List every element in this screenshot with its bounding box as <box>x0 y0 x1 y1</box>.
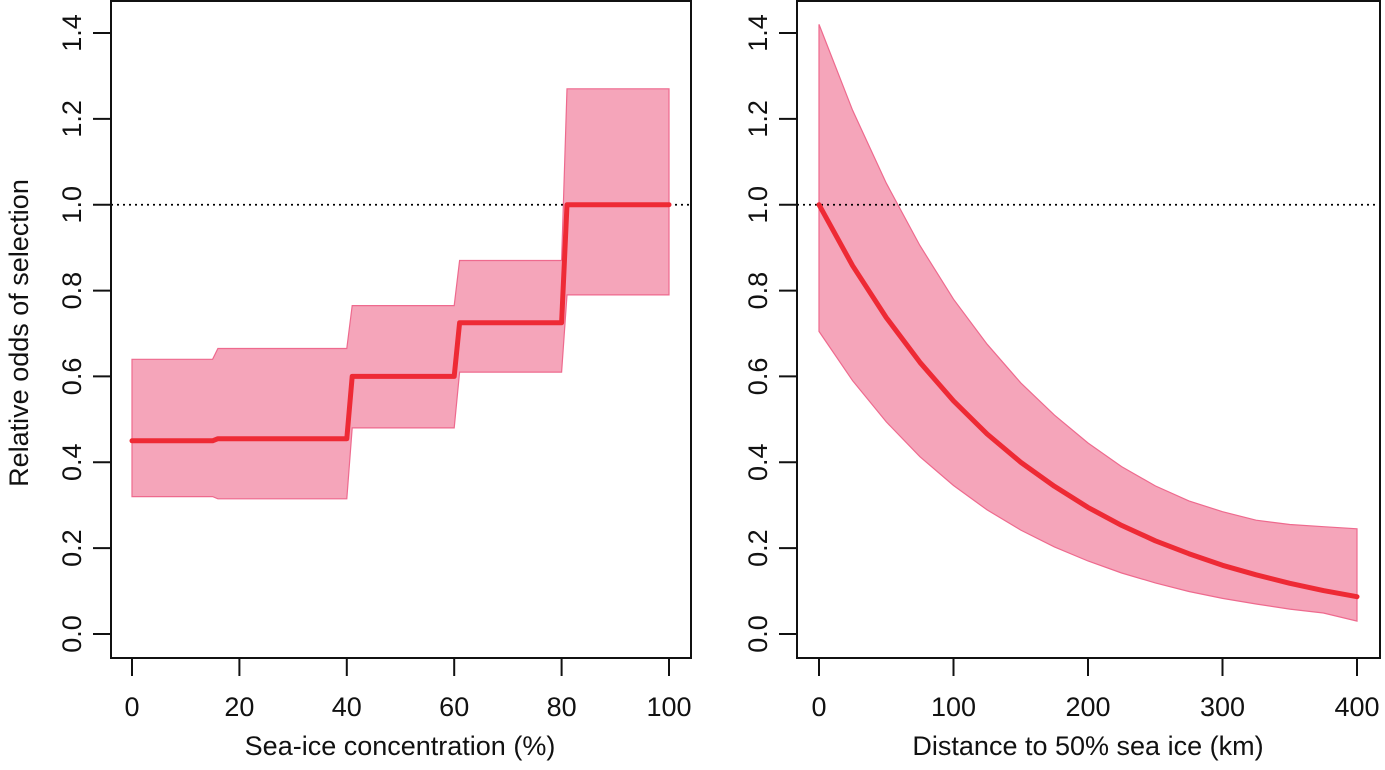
y-tick-label: 1.2 <box>743 100 773 138</box>
plot-frame <box>110 0 692 659</box>
y-tick-label: 0.4 <box>57 444 87 482</box>
y-tick-label: 1.4 <box>743 14 773 52</box>
panel-sea-ice-concentration: 0 20 40 60 80 100 0.0 0.2 0.4 0.6 0.8 1.0 1.2 1.4 Se… <box>4 0 692 761</box>
y-tick-label: 0.2 <box>743 529 773 567</box>
confidence-band <box>818 24 1358 622</box>
x-tick-label: 100 <box>931 692 976 722</box>
y-tick-label: 1.0 <box>743 186 773 224</box>
x-tick-label: 200 <box>1065 692 1110 722</box>
y-tick-label: 1.0 <box>57 186 87 224</box>
estimate-line <box>816 202 1360 600</box>
y-axis-label: Relative odds of selection <box>4 179 34 487</box>
estimate-line <box>129 202 672 444</box>
x-tick-label: 0 <box>124 692 139 722</box>
x-tick-label: 40 <box>332 692 362 722</box>
x-tick-label: 60 <box>439 692 469 722</box>
y-tick-label: 0.0 <box>57 615 87 653</box>
x-tick-label: 400 <box>1334 692 1379 722</box>
confidence-band <box>131 88 670 500</box>
x-axis-label: Sea-ice concentration (%) <box>245 731 556 761</box>
y-tick-label: 0.0 <box>743 615 773 653</box>
y-tick-label: 0.6 <box>743 358 773 396</box>
x-tick-label: 20 <box>224 692 254 722</box>
panel-distance-to-sea-ice: 0 100 200 300 400 0.0 0.2 0.4 0.6 0.8 1.0 1.2 1.4 D… <box>743 0 1381 761</box>
y-tick-label: 0.8 <box>743 272 773 310</box>
x-tick-label: 100 <box>646 692 691 722</box>
y-tick-label: 0.4 <box>743 444 773 482</box>
y-tick-label: 1.2 <box>57 100 87 138</box>
y-tick-label: 0.6 <box>57 358 87 396</box>
y-tick-label: 1.4 <box>57 14 87 52</box>
x-tick-label: 300 <box>1200 692 1245 722</box>
y-tick-label: 0.2 <box>57 529 87 567</box>
x-tick-label: 80 <box>547 692 577 722</box>
x-axis-label: Distance to 50% sea ice (km) <box>912 731 1263 761</box>
x-tick-label: 0 <box>811 692 826 722</box>
y-tick-label: 0.8 <box>57 272 87 310</box>
